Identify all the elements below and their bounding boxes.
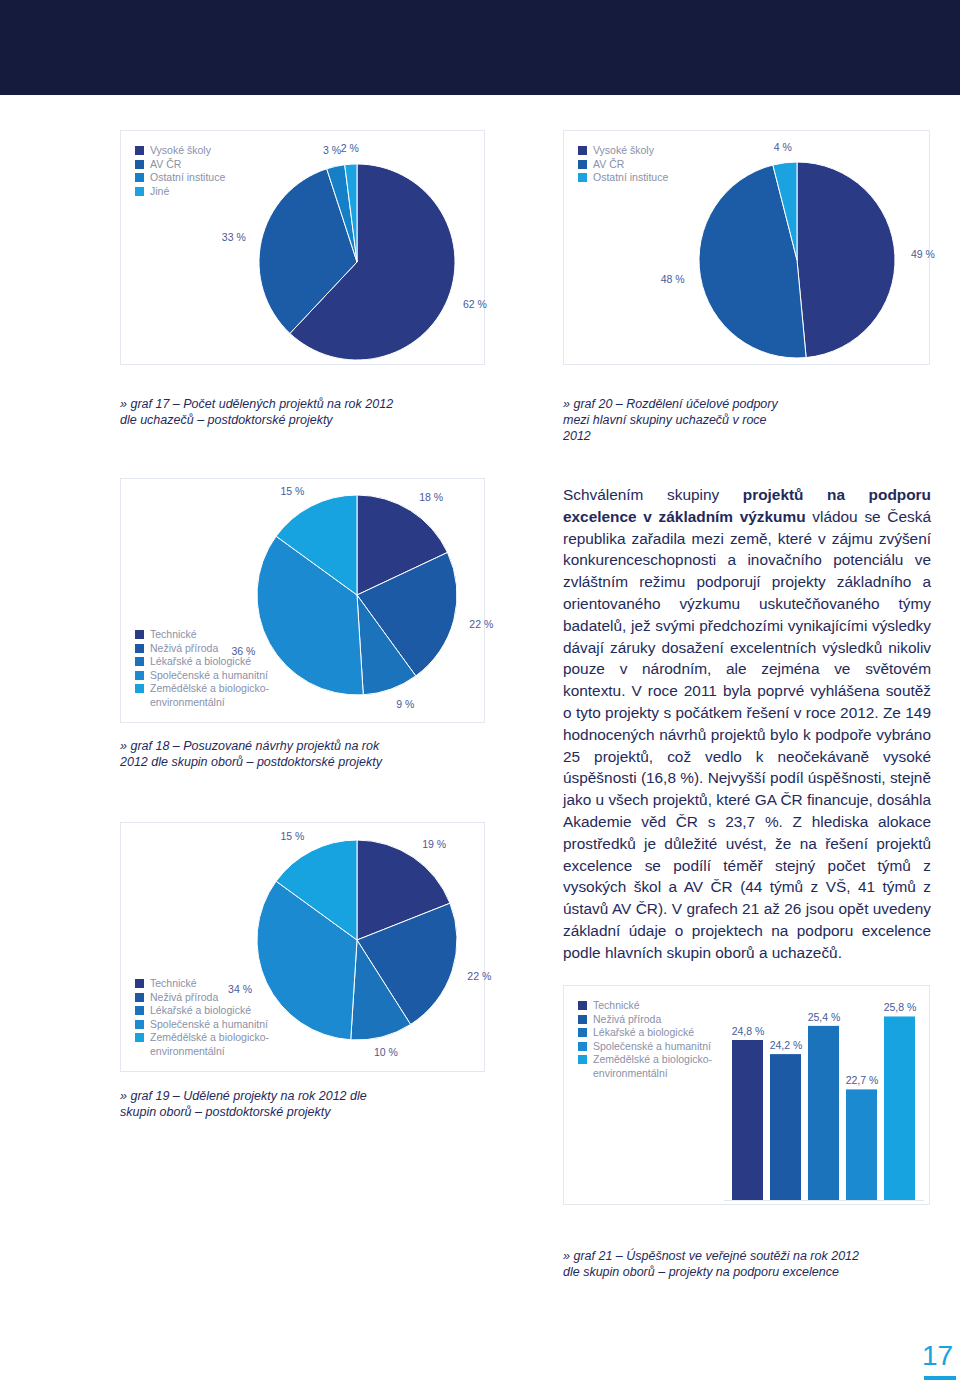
html-text:Jiné: Jiné	[150, 184, 170, 197]
html-text:Vysoké školy: Vysoké školy	[150, 144, 211, 156]
html-text:Neživá příroda: Neživá příroda	[150, 990, 219, 1003]
svg-text:4 %: 4 %	[774, 141, 792, 153]
svg-text:9 %: 9 %	[396, 698, 414, 710]
svg-text:24,2 %: 24,2 %	[770, 1039, 803, 1051]
html-text:» graf 19 – Udělené projekty n: » graf 19 – Udělené projekty na rok 2012…	[120, 1089, 367, 1119]
svg-text:48 %: 48 %	[661, 273, 685, 285]
html-text:» graf 21 – Úspěšnost ve veřej: » graf 21 – Úspěšnost ve veřejné soutěži…	[563, 1249, 859, 1279]
html-text:Schválením skupiny projektů na: Schválením skupiny projektů na podporu e…	[563, 486, 931, 961]
svg-text:10 %: 10 %	[374, 1046, 398, 1058]
html-text:Technické: Technické	[150, 977, 197, 989]
svg-text:22 %: 22 %	[467, 970, 491, 982]
html-text:Společenské a humanitní: Společenské a humanitní	[150, 1017, 268, 1030]
html-text:Neživá příroda: Neživá příroda	[150, 641, 219, 654]
html-text:Zemědělské a biologicko-enviro: Zemědělské a biologicko-environmentální	[150, 682, 270, 708]
html-text:Vysoké školy: Vysoké školy	[593, 144, 654, 156]
svg-text:22 %: 22 %	[469, 618, 493, 630]
svg-text:19 %: 19 %	[422, 838, 446, 850]
html-text:Technické: Technické	[150, 628, 197, 640]
svg-text:49 %: 49 %	[911, 248, 935, 260]
svg-text:3 %: 3 %	[323, 144, 341, 156]
svg-text:15 %: 15 %	[280, 485, 304, 497]
html-text:Zemědělské a biologicko-enviro: Zemědělské a biologicko-environmentální	[150, 1031, 270, 1057]
html-text:Společenské a humanitní: Společenské a humanitní	[593, 1039, 711, 1052]
html-text:Lékařské a biologické: Lékařské a biologické	[150, 655, 251, 667]
html-text:17: 17	[922, 1340, 954, 1371]
html-text:» graf 20 – Rozdělení účelové: » graf 20 – Rozdělení účelové podpory me…	[563, 397, 778, 443]
html-text:Lékařské a biologické: Lékařské a biologické	[150, 1004, 251, 1016]
svg-text:15 %: 15 %	[280, 830, 304, 842]
svg-text:24,8 %: 24,8 %	[732, 1025, 765, 1037]
html-text:Technické: Technické	[593, 999, 640, 1011]
svg-text:62 %: 62 %	[463, 298, 487, 310]
svg-text:33 %: 33 %	[222, 231, 246, 243]
svg-text:34 %: 34 %	[228, 983, 252, 995]
html-text:» graf 17 – Počet udělených pr: » graf 17 – Počet udělených projektů na …	[120, 397, 394, 427]
html-text:Zemědělské a biologicko-enviro: Zemědělské a biologicko-environmentální	[593, 1053, 713, 1079]
svg-text:25,4 %: 25,4 %	[808, 1011, 841, 1023]
html-text:Ostatní instituce: Ostatní instituce	[593, 171, 669, 183]
svg-text:18 %: 18 %	[419, 491, 443, 503]
html-text:Neživá příroda: Neživá příroda	[593, 1012, 662, 1025]
html-text:AV ČR: AV ČR	[150, 157, 182, 170]
html-text:Lékařské a biologické: Lékařské a biologické	[593, 1026, 694, 1038]
svg-text:36 %: 36 %	[231, 645, 255, 657]
html-text:AV ČR: AV ČR	[593, 157, 625, 170]
html-text:Společenské a humanitní: Společenské a humanitní	[150, 668, 268, 681]
svg-text:2 %: 2 %	[341, 142, 359, 154]
svg-text:25,8 %: 25,8 %	[884, 1001, 917, 1013]
svg-text:22,7 %: 22,7 %	[846, 1074, 879, 1086]
html-text:» graf 18 – Posuzované návrhy: » graf 18 – Posuzované návrhy projektů n…	[120, 739, 382, 769]
html-text:Ostatní instituce: Ostatní instituce	[150, 171, 226, 183]
